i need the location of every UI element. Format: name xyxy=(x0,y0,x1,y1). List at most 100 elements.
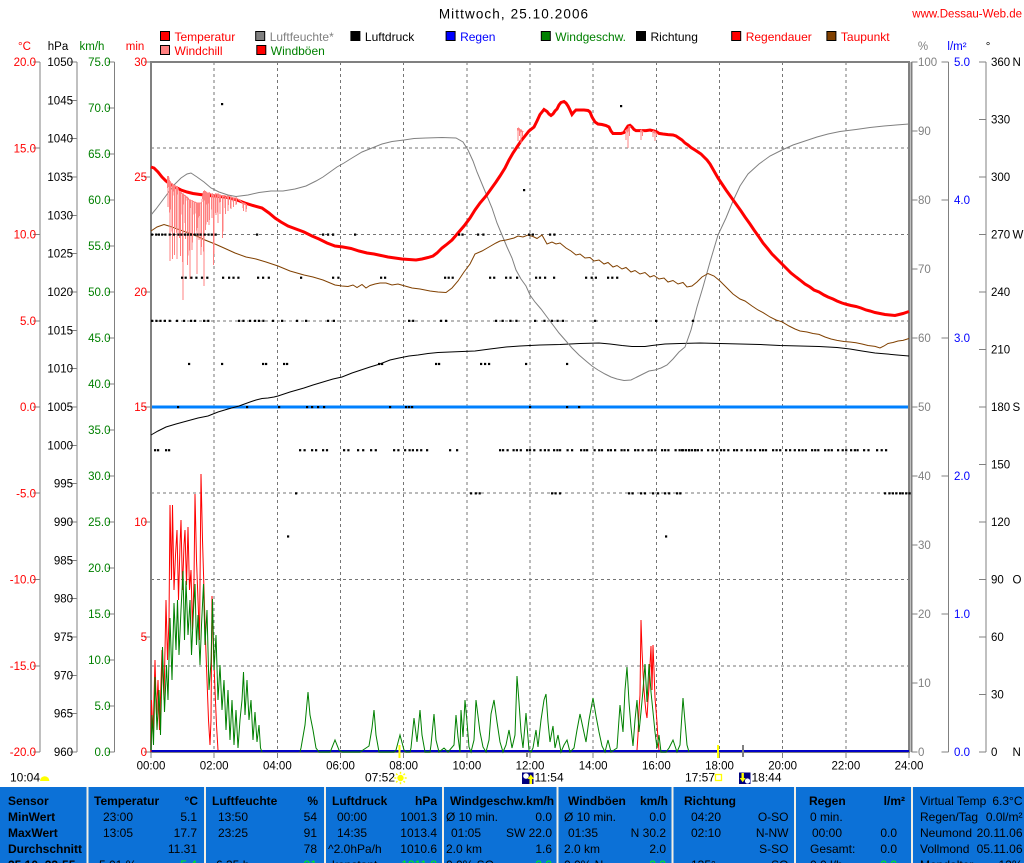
svg-text:25: 25 xyxy=(134,172,147,184)
svg-text:www.Dessau-Web.de: www.Dessau-Web.de xyxy=(911,9,1022,21)
svg-text:01:35: 01:35 xyxy=(568,826,598,840)
svg-text:Sensor: Sensor xyxy=(8,794,49,808)
svg-text:0: 0 xyxy=(141,747,147,759)
svg-text:5.0: 5.0 xyxy=(95,701,111,713)
svg-text:-10.0: -10.0 xyxy=(10,575,36,587)
svg-text:11.31: 11.31 xyxy=(168,842,197,856)
svg-text:Windböen: Windböen xyxy=(271,44,325,58)
svg-text:3.0: 3.0 xyxy=(954,333,970,345)
svg-text:1045: 1045 xyxy=(47,95,73,107)
svg-text:300: 300 xyxy=(991,172,1010,184)
svg-text:Richtung: Richtung xyxy=(684,794,736,808)
svg-text:5.4: 5.4 xyxy=(180,858,197,863)
svg-text:70.0: 70.0 xyxy=(88,103,110,115)
svg-text:1005: 1005 xyxy=(47,402,73,414)
svg-text:30: 30 xyxy=(991,690,1004,702)
svg-text:30: 30 xyxy=(918,540,931,552)
svg-text:0.0: 0.0 xyxy=(649,810,666,824)
svg-text:91: 91 xyxy=(304,826,318,840)
svg-text:1.6: 1.6 xyxy=(535,842,552,856)
svg-text:0.0% SO: 0.0% SO xyxy=(446,858,494,863)
svg-text:5.0: 5.0 xyxy=(954,57,970,69)
svg-text:^2.0hPa/h: ^2.0hPa/h xyxy=(328,842,382,856)
svg-text:l/m²: l/m² xyxy=(947,41,966,53)
svg-text:70: 70 xyxy=(918,264,931,276)
svg-text:0.0: 0.0 xyxy=(880,858,897,863)
svg-text:60: 60 xyxy=(991,632,1004,644)
svg-text:04:20: 04:20 xyxy=(691,810,721,824)
svg-text:0 min.: 0 min. xyxy=(810,810,843,824)
svg-text:SW 22.0: SW 22.0 xyxy=(506,826,552,840)
svg-text:07:52: 07:52 xyxy=(365,771,395,785)
svg-text:50: 50 xyxy=(918,402,931,414)
svg-text:75.0: 75.0 xyxy=(88,57,110,69)
svg-text:20.0: 20.0 xyxy=(14,57,36,69)
svg-text:30.0: 30.0 xyxy=(88,471,110,483)
svg-text:10: 10 xyxy=(918,678,931,690)
svg-text:°: ° xyxy=(986,41,991,53)
svg-text:995: 995 xyxy=(54,479,73,491)
svg-text:1000: 1000 xyxy=(47,440,73,452)
svg-text:210: 210 xyxy=(991,345,1010,357)
svg-text:SO: SO xyxy=(771,858,788,863)
svg-text:2.0: 2.0 xyxy=(954,471,970,483)
svg-text:20.0: 20.0 xyxy=(88,563,110,575)
svg-text:1040: 1040 xyxy=(47,134,73,146)
svg-text:14:00: 14:00 xyxy=(579,761,608,773)
svg-text:O: O xyxy=(1013,575,1022,587)
svg-text:S: S xyxy=(1013,402,1021,414)
svg-text:hPa: hPa xyxy=(415,794,437,808)
svg-text:60.0: 60.0 xyxy=(88,195,110,207)
svg-text:20.11.06: 20.11.06 xyxy=(977,826,1023,840)
svg-text:Luftfeuchte*: Luftfeuchte* xyxy=(270,30,334,44)
svg-text:1.0: 1.0 xyxy=(954,609,970,621)
svg-text:1010: 1010 xyxy=(47,364,73,376)
svg-text:4.0: 4.0 xyxy=(954,195,970,207)
svg-text:O-SO: O-SO xyxy=(758,810,789,824)
svg-text:15.0: 15.0 xyxy=(14,143,36,155)
svg-text:17.7: 17.7 xyxy=(174,826,198,840)
svg-text:Gesamt:: Gesamt: xyxy=(810,842,855,856)
svg-text:1011.8: 1011.8 xyxy=(401,858,437,863)
svg-text:970: 970 xyxy=(54,670,73,682)
svg-text:0.0: 0.0 xyxy=(954,747,970,759)
svg-text:12%: 12% xyxy=(998,858,1022,863)
svg-text:10.0: 10.0 xyxy=(88,655,110,667)
svg-text:1020: 1020 xyxy=(47,287,73,299)
svg-text:1001.3: 1001.3 xyxy=(400,810,437,824)
svg-text:0.0: 0.0 xyxy=(880,842,897,856)
svg-text:17:57: 17:57 xyxy=(685,771,715,785)
svg-text:1035: 1035 xyxy=(47,172,73,184)
svg-text:2.0 km: 2.0 km xyxy=(564,842,600,856)
svg-text:min: min xyxy=(126,41,145,53)
svg-text:965: 965 xyxy=(54,709,73,721)
svg-text:15.0: 15.0 xyxy=(88,609,110,621)
svg-text:6.35 h: 6.35 h xyxy=(216,858,249,863)
svg-text:1010.6: 1010.6 xyxy=(400,842,437,856)
svg-text:23:25: 23:25 xyxy=(218,826,248,840)
svg-text:Windgeschw.km/h: Windgeschw.km/h xyxy=(450,794,554,808)
svg-text:180: 180 xyxy=(991,402,1010,414)
svg-text:1025: 1025 xyxy=(47,249,73,261)
svg-text:N: N xyxy=(1013,57,1021,69)
svg-text:Windböen: Windböen xyxy=(568,794,626,808)
svg-text:-5.0: -5.0 xyxy=(16,488,36,500)
svg-text:12:00: 12:00 xyxy=(516,761,545,773)
svg-text:MaxWert: MaxWert xyxy=(8,826,58,840)
svg-text:10:04: 10:04 xyxy=(10,771,40,785)
svg-text:120: 120 xyxy=(991,517,1010,529)
svg-text:-20.0: -20.0 xyxy=(10,747,36,759)
svg-text:0.0: 0.0 xyxy=(649,858,666,863)
svg-text:0.0: 0.0 xyxy=(880,826,897,840)
svg-text:360: 360 xyxy=(991,57,1010,69)
svg-text:0: 0 xyxy=(991,747,997,759)
svg-text:90: 90 xyxy=(918,126,931,138)
svg-text:04:00: 04:00 xyxy=(263,761,292,773)
svg-text:22:00: 22:00 xyxy=(831,761,860,773)
svg-text:Durchschnitt: Durchschnitt xyxy=(8,842,82,856)
svg-text:15: 15 xyxy=(134,402,147,414)
svg-text:08:00: 08:00 xyxy=(389,761,418,773)
svg-text:02:10: 02:10 xyxy=(691,826,721,840)
svg-text:5.1: 5.1 xyxy=(180,810,197,824)
svg-text:14:35: 14:35 xyxy=(337,826,367,840)
